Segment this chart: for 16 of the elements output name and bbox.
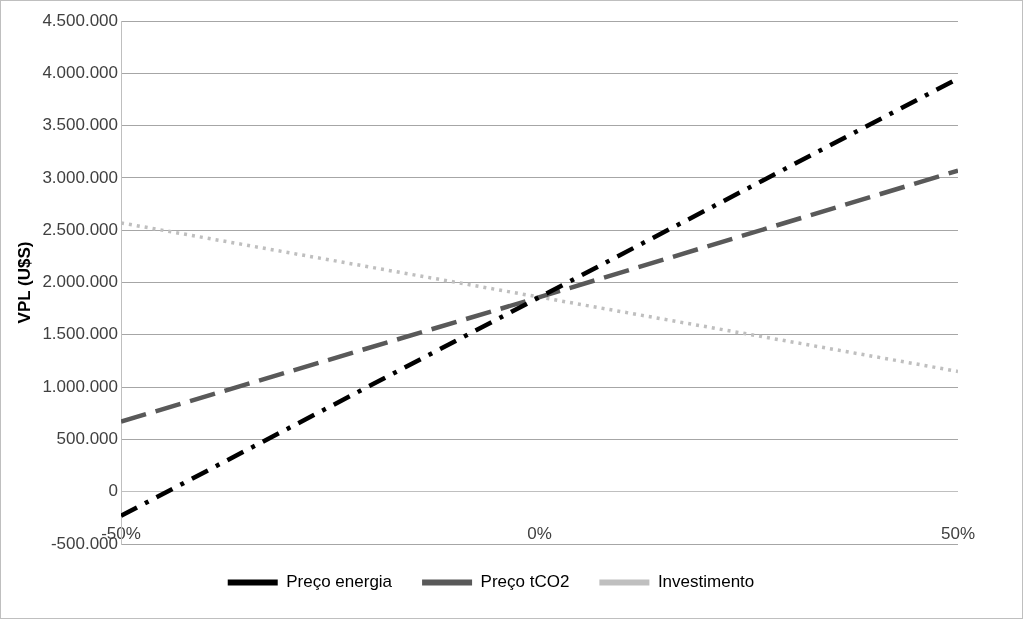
y-tick-label: 3.500.000 (42, 115, 119, 135)
legend-label: Preço energia (286, 572, 393, 592)
y-tick-label: 2.000.000 (42, 272, 119, 292)
x-tick-label: 0% (527, 523, 552, 543)
x-tick-label: 50% (940, 523, 975, 543)
y-tick-label: 2.500.000 (42, 219, 119, 239)
legend-label: Preço tCO2 (480, 572, 570, 592)
y-tick-label: 3.000.000 (42, 167, 119, 187)
y-tick-label: 4.000.000 (42, 62, 119, 82)
legend-label: Investimento (657, 572, 755, 592)
y-tick-label: 1.000.000 (42, 376, 119, 396)
y-tick-label: 1.500.000 (42, 324, 119, 344)
y-axis-title: VPL (U$S) (14, 241, 34, 324)
y-tick-label: 0 (108, 481, 119, 501)
y-tick-label: 500.000 (56, 429, 119, 449)
y-tick-label: 4.500.000 (42, 10, 119, 30)
